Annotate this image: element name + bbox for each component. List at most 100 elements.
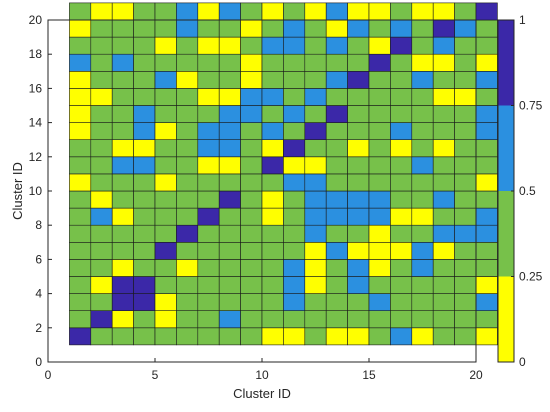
heatmap-cell (304, 173, 327, 192)
heatmap-cell (390, 19, 413, 38)
heatmap-cell (454, 293, 477, 312)
heatmap-cell (69, 259, 92, 277)
heatmap-cell (90, 242, 113, 260)
heatmap-cell (197, 156, 220, 175)
heatmap-cell (347, 53, 370, 72)
heatmap-cell (154, 88, 177, 106)
heatmap-cell (325, 242, 348, 260)
heatmap-cell (90, 71, 113, 89)
heatmap-cell (432, 190, 455, 209)
heatmap-cell (218, 156, 241, 175)
heatmap-cell (261, 36, 284, 55)
heatmap-cell (411, 259, 434, 277)
heatmap-cell (411, 19, 434, 38)
heatmap-cell (133, 105, 156, 123)
heatmap-cell (69, 53, 92, 72)
heatmap-cell (261, 105, 284, 123)
heatmap-cell (347, 293, 370, 312)
heatmap-cell (90, 293, 113, 312)
heatmap-cell (176, 19, 199, 38)
heatmap-cell (133, 327, 156, 346)
heatmap-cell (347, 88, 370, 106)
heatmap-cell (411, 105, 434, 123)
heatmap-cell (325, 71, 348, 89)
heatmap-cell (325, 190, 348, 209)
y-axis-label: Cluster ID (10, 162, 25, 220)
heatmap-cell (283, 242, 306, 260)
heatmap-cell (283, 139, 306, 158)
heatmap-cell (197, 71, 220, 89)
heatmap-cell (111, 310, 134, 329)
heatmap-cell (325, 36, 348, 55)
heatmap-cell (154, 53, 177, 72)
heatmap-cell (432, 293, 455, 312)
heatmap-cell (240, 259, 263, 277)
heatmap-cell (304, 139, 327, 158)
heatmap-cell (475, 105, 498, 123)
heatmap-cell (240, 224, 263, 243)
colorbar: 0 0.25 0.5 0.75 1 (497, 13, 543, 369)
heatmap-cell (154, 224, 177, 243)
heatmap-cell (325, 293, 348, 312)
heatmap-cell (176, 122, 199, 140)
heatmap-cell (283, 190, 306, 209)
heatmap-cell (390, 327, 413, 346)
heatmap-cell (69, 310, 92, 329)
heatmap-cell (154, 122, 177, 140)
heatmap-cell (218, 327, 241, 346)
heatmap-cell (368, 224, 391, 243)
heatmap-cell (133, 173, 156, 192)
heatmap-cell (411, 88, 434, 106)
colorbar-tick-label: 0.25 (519, 270, 543, 284)
heatmap-cell (325, 259, 348, 277)
heatmap-cell (240, 276, 263, 294)
heatmap-cell (432, 139, 455, 158)
heatmap-cell (69, 327, 92, 346)
heatmap-cell (69, 173, 92, 192)
heatmap-cell (111, 71, 134, 89)
heatmap-cell (218, 224, 241, 243)
heatmap-cell (304, 242, 327, 260)
heatmap-cell (475, 276, 498, 294)
heatmap-cell (240, 327, 263, 346)
heatmap-cell (240, 88, 263, 106)
heatmap-cell (133, 139, 156, 158)
heatmap-cell (240, 19, 263, 38)
heatmap-cell (240, 156, 263, 175)
heatmap-cell (283, 173, 306, 192)
heatmap-cell (90, 207, 113, 226)
heatmap-cell (133, 71, 156, 89)
heatmap-cell (475, 259, 498, 277)
heatmap-cell (454, 53, 477, 72)
heatmap-cell (197, 105, 220, 123)
heatmap-cell (283, 105, 306, 123)
heatmap-cell (133, 88, 156, 106)
heatmap-cell (90, 276, 113, 294)
heatmap-cell (69, 139, 92, 158)
heatmap-cell (240, 139, 263, 158)
y-tick-label: 16 (29, 81, 43, 95)
heatmap-cell (218, 293, 241, 312)
heatmap-cell (304, 276, 327, 294)
heatmap-cell (304, 19, 327, 38)
heatmap-cell (133, 2, 156, 21)
heatmap-cell (154, 207, 177, 226)
heatmap-cell (261, 88, 284, 106)
heatmap-cell (304, 122, 327, 140)
heatmap-cell (69, 276, 92, 294)
heatmap-cell (154, 19, 177, 38)
heatmap-cell (475, 207, 498, 226)
heatmap-cell (454, 71, 477, 89)
heatmap-cell (90, 259, 113, 277)
heatmap-cell (304, 36, 327, 55)
heatmap-cell (240, 122, 263, 140)
heatmap-cell (240, 105, 263, 123)
heatmap-cell (411, 310, 434, 329)
heatmap-cell (218, 2, 241, 21)
heatmap-cell (133, 19, 156, 38)
heatmap-cell (432, 156, 455, 175)
heatmap-cell (218, 276, 241, 294)
heatmap-cell (176, 327, 199, 346)
heatmap-cell (390, 207, 413, 226)
heatmap-cell (218, 310, 241, 329)
